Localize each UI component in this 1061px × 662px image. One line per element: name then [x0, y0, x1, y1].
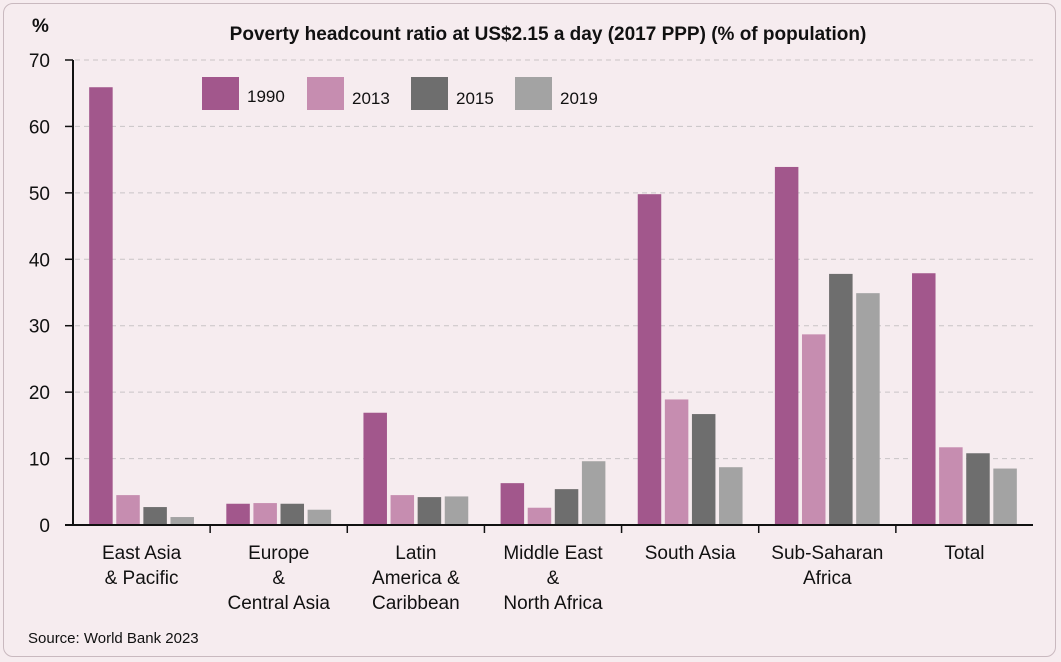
bar-1990-1	[226, 503, 250, 525]
legend-swatch-1990	[202, 77, 239, 110]
category-label: Sub-Saharan Africa	[771, 543, 883, 589]
y-tick-label: 10	[29, 450, 50, 471]
axes	[65, 59, 1033, 533]
legend: 1990 2013 2015 2019	[202, 77, 598, 110]
legend-label-1990: 1990	[247, 87, 285, 106]
category-label: Total	[944, 543, 984, 564]
y-tick-label: 50	[29, 184, 50, 205]
category-labels: East Asia & Pacific Europe & Central Asia Lat…	[102, 543, 985, 614]
y-tick-label: 0	[39, 516, 50, 537]
bar-2019-5	[856, 293, 880, 525]
category-label-line: &	[547, 568, 560, 589]
bar-2019-6	[993, 468, 1017, 525]
bar-2019-4	[719, 467, 743, 525]
bar-2019-1	[307, 509, 332, 525]
legend-label-2019: 2019	[560, 89, 598, 108]
bar-1990-2	[363, 412, 387, 525]
legend-label-2013: 2013	[352, 89, 390, 108]
bar-2015-2	[417, 497, 442, 525]
y-tick-label: 40	[29, 250, 50, 271]
bar-2013-0	[116, 495, 140, 525]
source-note: Source: World Bank 2023	[28, 630, 199, 647]
bar-2015-4	[691, 414, 716, 525]
bar-2015-0	[143, 507, 167, 525]
category-label-line: Central Asia	[227, 593, 330, 614]
bar-2013-2	[390, 495, 415, 525]
chart-frame	[3, 3, 1056, 657]
category-label-line: Middle East	[503, 543, 603, 564]
y-tick-label: 30	[29, 317, 50, 338]
legend-swatch-2019	[515, 77, 552, 110]
category-label-line: East Asia	[102, 543, 182, 564]
category-label-line: South Asia	[645, 543, 736, 564]
bar-1990-6	[912, 273, 936, 525]
category-label-line: Total	[944, 543, 984, 564]
bar-2015-5	[829, 273, 853, 525]
bar-2013-3	[527, 507, 552, 525]
y-axis-unit: %	[32, 16, 49, 37]
bar-2013-5	[801, 334, 826, 525]
bar-2015-3	[554, 489, 579, 525]
y-tick-labels: 0 10 20 30 40 50 60 70	[29, 51, 50, 537]
bar-2019-3	[581, 461, 606, 525]
category-label-line: Caribbean	[372, 593, 460, 614]
bar-2013-4	[664, 399, 689, 525]
category-label: South Asia	[645, 543, 736, 564]
y-tick-label: 20	[29, 383, 50, 404]
bar-1990-5	[774, 166, 799, 525]
category-label-line: North Africa	[503, 593, 603, 614]
bar-1990-0	[89, 87, 113, 525]
category-label: Latin America & Caribbean	[372, 543, 460, 614]
legend-swatch-2015	[411, 77, 448, 110]
category-label-line: Latin	[395, 543, 436, 564]
category-label-line: Africa	[803, 568, 852, 589]
legend-swatch-2013	[307, 77, 344, 110]
gridlines	[75, 59, 1033, 460]
y-tick-label: 60	[29, 117, 50, 138]
bar-1990-4	[637, 194, 662, 525]
category-label: Europe & Central Asia	[227, 543, 330, 614]
bar-1990-3	[500, 483, 525, 525]
bar-2015-6	[966, 453, 990, 525]
bar-2013-6	[939, 447, 963, 525]
bar-2015-1	[280, 503, 305, 525]
bar-2013-1	[253, 503, 277, 525]
category-label: Middle East & North Africa	[503, 543, 603, 614]
category-label: East Asia & Pacific	[102, 543, 182, 589]
legend-label-2015: 2015	[456, 89, 494, 108]
chart-title: Poverty headcount ratio at US$2.15 a day…	[230, 24, 867, 45]
category-label-line: &	[272, 568, 285, 589]
bars	[89, 87, 1017, 525]
category-label-line: Sub-Saharan	[771, 543, 883, 564]
category-label-line: Europe	[248, 543, 309, 564]
category-label-line: & Pacific	[105, 568, 179, 589]
category-label-line: America &	[372, 568, 460, 589]
y-tick-label: 70	[29, 51, 50, 72]
bar-2019-2	[444, 496, 469, 525]
bar-2019-0	[170, 517, 194, 525]
